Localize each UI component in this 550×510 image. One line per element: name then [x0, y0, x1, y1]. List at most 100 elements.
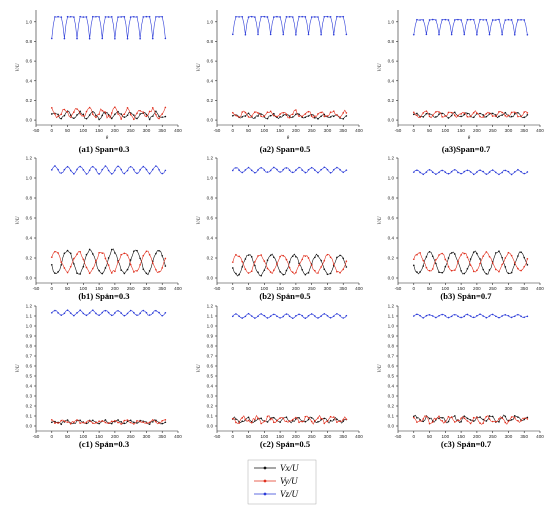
data-point-vy	[488, 112, 491, 114]
data-point-vx	[254, 117, 256, 119]
data-point-vx	[247, 416, 250, 419]
data-point-vy	[419, 116, 421, 118]
data-point-vx	[285, 416, 288, 418]
data-point-vz	[129, 309, 132, 312]
y-tick-label: 0.1	[207, 414, 214, 419]
data-point-vz	[288, 16, 291, 18]
data-point-vy	[161, 113, 164, 115]
x-tick-label: 400	[355, 434, 363, 439]
data-point-vz	[342, 317, 345, 319]
data-point-vz	[250, 315, 253, 317]
data-point-vx	[85, 422, 88, 425]
x-tick-label: 250	[127, 128, 135, 133]
data-point-vz	[263, 314, 266, 317]
data-point-vz	[142, 16, 145, 18]
data-point-vy	[257, 112, 259, 114]
y-tick-label: 0.9	[26, 334, 33, 339]
data-point-vx	[298, 417, 300, 419]
y-tick-label: 0.8	[388, 196, 395, 201]
data-point-vy	[463, 112, 466, 114]
x-tick-label: 50	[65, 434, 71, 439]
data-point-vy	[425, 415, 428, 418]
data-point-vz	[320, 33, 322, 36]
chart-panel-a3: -50 0 50 100 150 200 250 300 350 400 0.0 0.2 0.4 0.6 0…	[378, 10, 544, 154]
x-tick-label: 0	[50, 286, 53, 291]
data-point-vx	[63, 252, 66, 255]
data-point-vx	[244, 258, 247, 260]
x-tick-label: 100	[441, 434, 449, 439]
data-point-vx	[69, 252, 72, 255]
axes-c2	[215, 305, 360, 433]
data-point-vz	[491, 169, 494, 171]
y-tick-label: 0.7	[388, 354, 395, 359]
data-point-vy	[238, 116, 240, 118]
data-point-vy	[463, 417, 466, 419]
data-point-vz	[260, 313, 262, 315]
legend-label: Vz/U	[280, 489, 299, 499]
data-point-vx	[269, 114, 272, 117]
y-tick-label: 0.4	[388, 384, 395, 389]
data-point-vx	[285, 269, 288, 272]
data-point-vy	[476, 112, 478, 114]
data-point-vz	[117, 165, 119, 168]
data-point-vz	[345, 33, 348, 36]
data-point-vz	[164, 311, 167, 314]
x-axis-title: θ	[106, 294, 109, 299]
data-point-vy	[438, 111, 440, 113]
data-point-vz	[438, 314, 440, 317]
data-point-vy	[412, 258, 415, 261]
y-axis-title: V/U	[16, 216, 21, 224]
data-point-vy	[504, 421, 507, 424]
data-point-vy	[485, 112, 488, 115]
data-point-vy	[488, 418, 491, 420]
x-tick-label: 250	[308, 128, 316, 133]
y-tick-label: 1.0	[207, 176, 214, 181]
x-tick-label: 200	[292, 128, 300, 133]
data-point-vy	[279, 255, 281, 258]
data-point-vy	[164, 257, 167, 260]
data-point-vz	[104, 309, 107, 312]
data-point-vz	[523, 19, 526, 21]
data-point-vy	[295, 416, 297, 419]
data-point-vz	[454, 19, 456, 21]
data-point-vy	[454, 114, 456, 117]
x-tick-label: 0	[50, 128, 53, 133]
data-point-vy	[428, 269, 431, 272]
data-point-vx	[158, 250, 160, 252]
data-point-vy	[345, 260, 348, 263]
data-point-vy	[139, 420, 141, 423]
x-tick-label: 350	[339, 286, 347, 291]
data-point-vx	[98, 269, 100, 272]
data-point-vy	[501, 111, 503, 114]
data-point-vx	[123, 272, 126, 275]
x-tick-label: 150	[276, 286, 284, 291]
data-point-vy	[85, 110, 88, 113]
data-point-vx	[273, 416, 275, 419]
data-point-vx	[260, 417, 262, 420]
data-point-vz	[263, 15, 266, 18]
y-tick-label: 0.2	[26, 256, 33, 261]
series-line-vy	[51, 250, 166, 274]
data-point-vy	[336, 421, 338, 424]
data-point-vx	[282, 273, 285, 276]
chart-panel-b1: -50 0 50 100 150 200 250 300 350 400 0.0 0.2 0.4 0.6 0…	[16, 156, 182, 301]
data-point-vz	[238, 169, 240, 171]
data-point-vz	[332, 315, 335, 317]
data-point-vy	[329, 415, 332, 418]
data-point-vz	[235, 313, 237, 315]
data-point-vx	[460, 420, 462, 423]
x-tick-label: 350	[158, 434, 166, 439]
data-point-vx	[444, 265, 447, 268]
y-tick-label: 0.4	[388, 78, 395, 83]
data-point-vz	[158, 16, 160, 18]
legend-label: Vx/U	[280, 463, 299, 473]
data-point-vy	[412, 111, 415, 114]
data-point-vy	[345, 418, 348, 421]
legend: Vx/U Vy/U Vz/U	[247, 459, 317, 505]
data-point-vy	[457, 114, 459, 117]
data-point-vz	[472, 173, 475, 176]
data-point-vz	[441, 169, 443, 172]
data-point-vz	[447, 316, 450, 319]
data-point-vz	[317, 171, 319, 174]
data-point-vy	[282, 111, 285, 114]
